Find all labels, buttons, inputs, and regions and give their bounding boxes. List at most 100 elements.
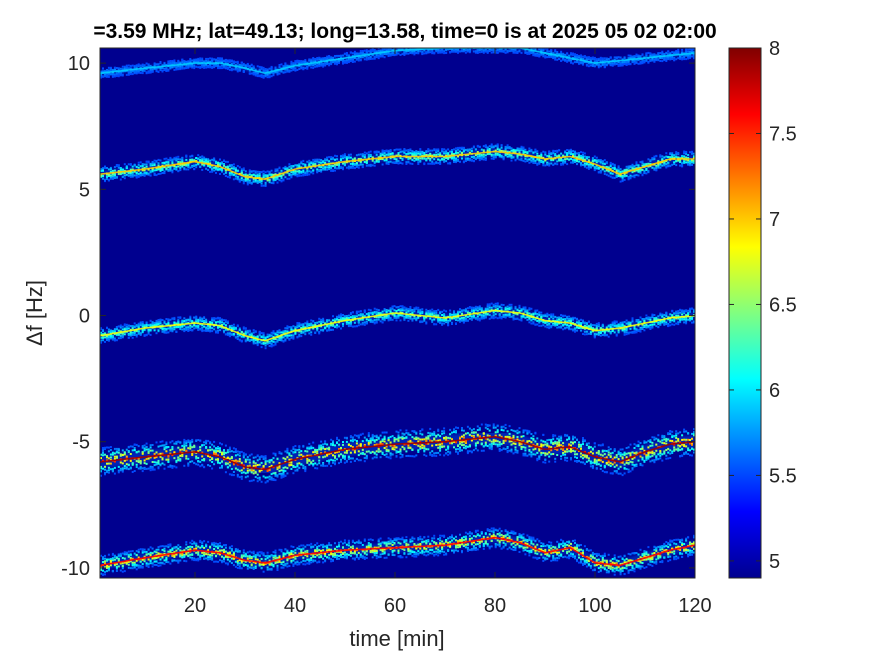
trace-pixel <box>155 63 158 66</box>
trace-pixel <box>201 64 204 67</box>
trace-pixel <box>270 75 273 78</box>
trace-pixel <box>635 161 638 164</box>
trace-pixel <box>365 159 368 162</box>
trace-pixel <box>507 44 509 46</box>
trace-pixel <box>185 155 188 158</box>
trace-pixel <box>641 160 644 163</box>
trace-pixel <box>540 53 543 56</box>
trace-pixel <box>113 75 116 78</box>
trace-pixel <box>268 179 271 182</box>
trace-pixel <box>647 165 650 168</box>
trace-pixel <box>532 151 535 154</box>
trace-pixel <box>127 174 130 177</box>
trace-pixel <box>189 65 192 68</box>
trace-pixel <box>133 64 136 67</box>
trace-pixel <box>161 168 164 171</box>
trace-pixel <box>127 333 130 336</box>
trace-pixel <box>268 173 271 176</box>
trace-pixel <box>125 65 128 68</box>
trace-pixel <box>566 152 569 155</box>
trace-pixel <box>262 68 265 71</box>
trace-pixel <box>517 44 519 46</box>
trace-pixel <box>647 162 650 165</box>
trace-pixel <box>497 43 499 45</box>
trace-pixel <box>153 322 156 325</box>
trace-pixel <box>405 149 408 152</box>
trace-pixel <box>284 330 287 333</box>
trace-pixel <box>627 57 630 60</box>
trace-pixel <box>296 175 299 178</box>
trace-pixel <box>407 149 410 151</box>
trace-pixel <box>520 148 523 151</box>
trace-pixel <box>461 157 463 160</box>
trace-pixel <box>433 162 436 165</box>
trace-pixel <box>161 328 164 331</box>
trace-pixel <box>411 152 414 155</box>
trace-pixel <box>629 63 632 66</box>
trace-pixel <box>181 65 184 68</box>
trace-pixel <box>302 68 305 71</box>
trace-pixel <box>480 50 483 53</box>
trace-pixel <box>437 150 440 153</box>
trace-pixel <box>351 158 354 161</box>
trace-pixel <box>248 69 251 72</box>
trace-pixel <box>365 58 368 61</box>
trace-pixel <box>193 58 196 61</box>
trace-pixel <box>560 157 563 160</box>
trace-pixel <box>504 150 507 153</box>
trace-pixel <box>223 64 225 67</box>
trace-pixel <box>119 324 122 327</box>
trace-pixel <box>278 338 281 341</box>
trace-pixel <box>296 322 299 324</box>
trace-pixel <box>496 51 499 54</box>
trace-pixel <box>431 149 434 152</box>
trace-pixel <box>278 329 281 332</box>
trace-pixel <box>381 158 384 161</box>
trace-pixel <box>266 342 269 345</box>
trace-pixel <box>457 159 459 162</box>
trace-pixel <box>175 65 178 68</box>
trace-pixel <box>149 64 152 67</box>
trace-pixel <box>691 161 693 164</box>
trace-pixel <box>389 53 392 56</box>
trace-pixel <box>597 159 600 162</box>
trace-pixel <box>300 160 303 163</box>
trace-pixel <box>433 45 435 47</box>
trace-pixel <box>548 152 551 155</box>
trace-pixel <box>228 66 231 69</box>
trace-pixel <box>615 175 618 178</box>
trace-pixel <box>423 49 426 52</box>
trace-pixel <box>342 155 344 158</box>
trace-pixel <box>266 70 269 73</box>
trace-pixel <box>107 66 110 69</box>
trace-pixel <box>451 153 453 156</box>
trace-pixel <box>221 64 223 67</box>
trace-pixel <box>100 168 102 171</box>
trace-pixel <box>591 58 594 61</box>
trace-pixel <box>457 44 459 46</box>
trace-pixel <box>272 330 275 333</box>
trace-pixel <box>248 72 251 75</box>
trace-pixel <box>519 44 521 46</box>
trace-pixel <box>135 65 138 68</box>
trace-pixel <box>431 160 434 163</box>
trace-pixel <box>256 336 259 339</box>
trace-pixel <box>209 162 212 165</box>
trace-pixel <box>159 322 162 325</box>
trace-pixel <box>523 44 525 46</box>
trace-pixel <box>574 155 576 158</box>
trace-pixel <box>343 161 346 164</box>
trace-pixel <box>653 168 656 171</box>
trace-pixel <box>480 148 483 151</box>
trace-pixel <box>268 181 271 184</box>
trace-pixel <box>669 153 672 155</box>
trace-pixel <box>657 163 660 166</box>
trace-pixel <box>351 58 354 61</box>
trace-pixel <box>107 75 110 78</box>
trace-pixel <box>262 336 265 339</box>
trace-pixel <box>421 152 424 155</box>
trace-pixel <box>298 174 301 177</box>
trace-pixel <box>677 50 680 53</box>
trace-pixel <box>552 149 555 152</box>
trace-pixel <box>367 155 370 158</box>
